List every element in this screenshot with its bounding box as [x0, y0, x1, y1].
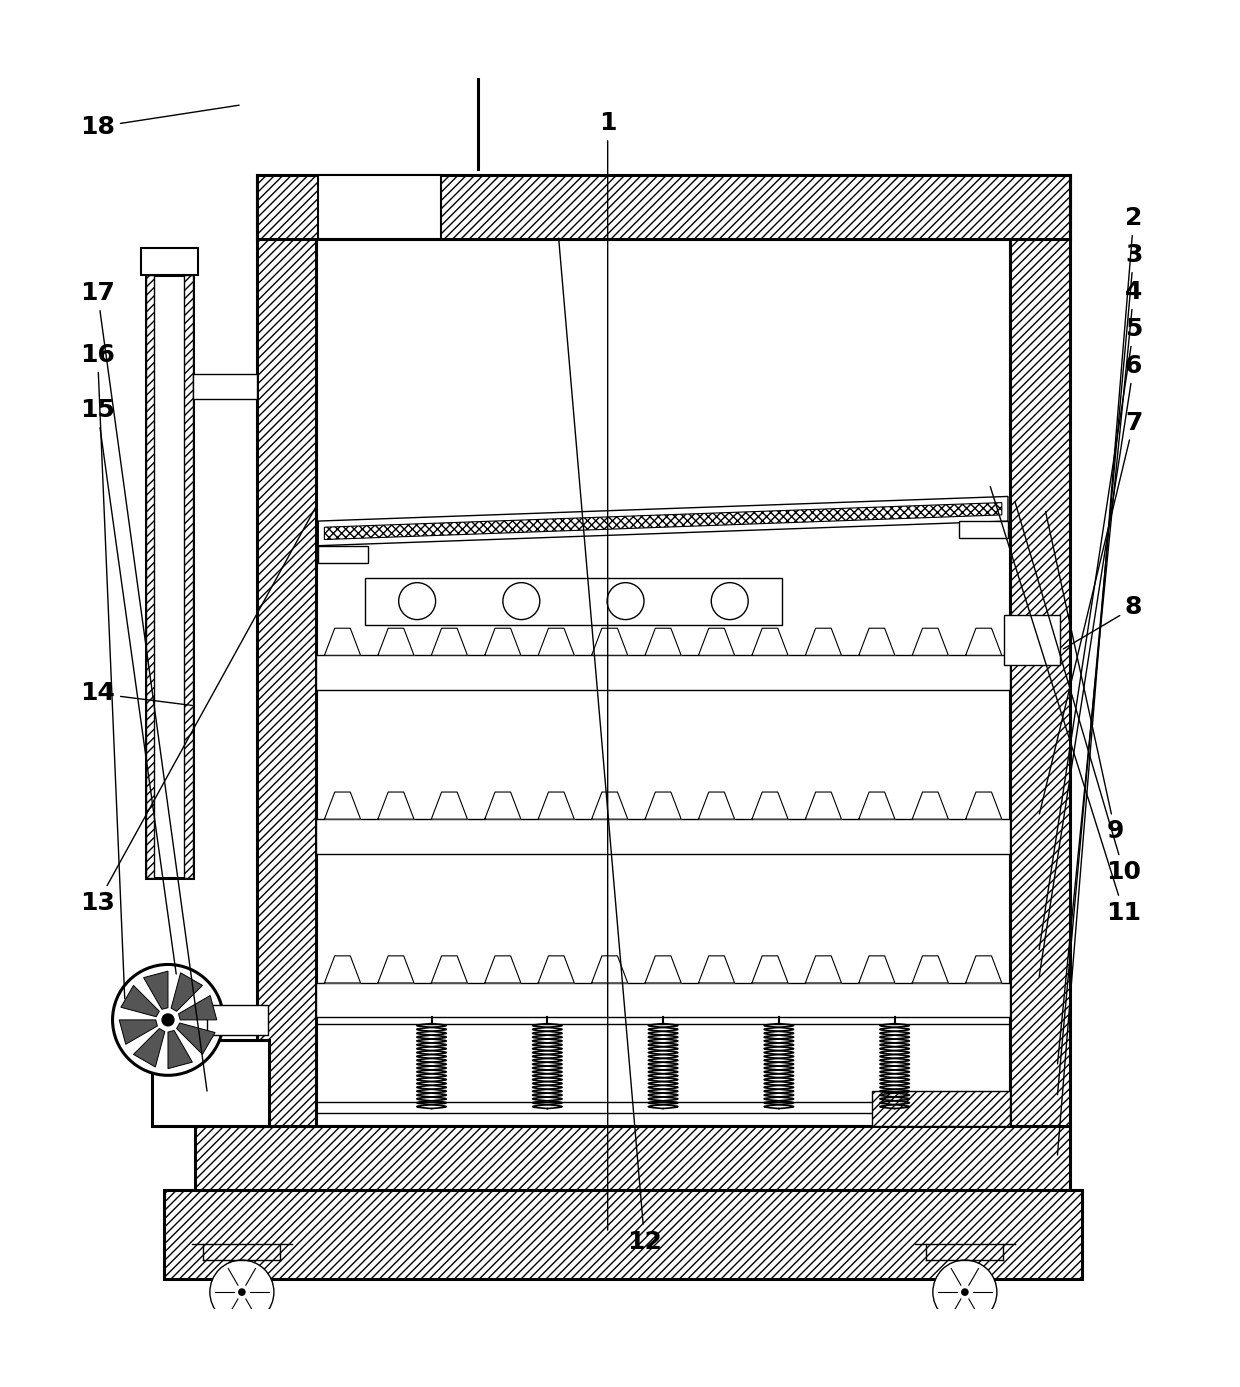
Polygon shape — [538, 956, 574, 983]
Bar — [959, 522, 1008, 538]
Polygon shape — [167, 1031, 192, 1068]
Text: 18: 18 — [81, 105, 239, 139]
Polygon shape — [120, 985, 160, 1017]
Text: 16: 16 — [81, 343, 125, 999]
Polygon shape — [645, 792, 681, 820]
Polygon shape — [859, 628, 895, 655]
Text: 9: 9 — [1045, 512, 1123, 843]
Polygon shape — [319, 497, 1008, 545]
Bar — [184, 275, 192, 878]
Bar — [141, 248, 197, 275]
Polygon shape — [538, 628, 574, 655]
Text: 2: 2 — [1058, 207, 1142, 1155]
Polygon shape — [913, 792, 949, 820]
Bar — [192, 374, 257, 399]
Text: 17: 17 — [81, 282, 207, 1092]
Polygon shape — [378, 628, 414, 655]
Text: 1: 1 — [599, 111, 616, 1230]
Polygon shape — [698, 956, 734, 983]
Polygon shape — [591, 792, 627, 820]
Bar — [164, 1190, 1081, 1279]
Polygon shape — [432, 792, 467, 820]
Polygon shape — [645, 956, 681, 983]
Circle shape — [161, 1014, 175, 1026]
Polygon shape — [751, 628, 789, 655]
Polygon shape — [698, 628, 734, 655]
Polygon shape — [913, 956, 949, 983]
Polygon shape — [805, 628, 842, 655]
Polygon shape — [325, 792, 361, 820]
Polygon shape — [119, 1019, 157, 1044]
Polygon shape — [966, 792, 1002, 820]
Polygon shape — [698, 792, 734, 820]
Polygon shape — [325, 956, 361, 983]
Circle shape — [961, 1289, 968, 1295]
Bar — [1011, 239, 1070, 1126]
Bar — [146, 275, 192, 878]
Polygon shape — [538, 792, 574, 820]
Text: 6: 6 — [1039, 354, 1142, 976]
Polygon shape — [378, 956, 414, 983]
Bar — [257, 175, 1070, 239]
Circle shape — [712, 583, 748, 620]
Polygon shape — [485, 956, 521, 983]
Polygon shape — [432, 628, 467, 655]
Polygon shape — [325, 628, 361, 655]
Text: 11: 11 — [991, 487, 1142, 925]
Text: 15: 15 — [81, 398, 176, 974]
Bar — [316, 820, 1011, 853]
Text: 14: 14 — [81, 681, 192, 706]
Polygon shape — [179, 996, 217, 1019]
Polygon shape — [144, 971, 167, 1010]
Polygon shape — [645, 628, 681, 655]
Polygon shape — [913, 628, 949, 655]
Circle shape — [210, 1259, 274, 1325]
Polygon shape — [805, 792, 842, 820]
Polygon shape — [176, 1024, 215, 1054]
Circle shape — [238, 1289, 246, 1295]
Bar — [207, 1006, 268, 1035]
Circle shape — [503, 583, 539, 620]
Text: 5: 5 — [1039, 316, 1142, 949]
Polygon shape — [859, 792, 895, 820]
Polygon shape — [485, 792, 521, 820]
Bar — [257, 239, 316, 1126]
Bar — [195, 1126, 1070, 1190]
Polygon shape — [966, 628, 1002, 655]
Polygon shape — [751, 792, 789, 820]
Text: 10: 10 — [1014, 502, 1142, 884]
Circle shape — [113, 964, 223, 1075]
Polygon shape — [859, 956, 895, 983]
Text: 13: 13 — [81, 505, 317, 915]
Polygon shape — [805, 956, 842, 983]
Text: 3: 3 — [1058, 243, 1142, 1094]
Bar — [146, 275, 155, 878]
Bar — [319, 175, 441, 239]
Bar — [153, 1040, 269, 1126]
Bar — [365, 578, 782, 624]
Polygon shape — [966, 956, 1002, 983]
Polygon shape — [591, 956, 627, 983]
Circle shape — [932, 1259, 997, 1325]
Text: 12: 12 — [559, 239, 662, 1254]
Polygon shape — [325, 502, 1002, 540]
Polygon shape — [485, 628, 521, 655]
Bar — [319, 545, 367, 563]
Text: 7: 7 — [1039, 411, 1142, 814]
Bar — [1004, 616, 1060, 664]
Circle shape — [608, 583, 644, 620]
Polygon shape — [591, 628, 627, 655]
Circle shape — [399, 583, 435, 620]
Polygon shape — [171, 972, 202, 1011]
Polygon shape — [432, 956, 467, 983]
Polygon shape — [378, 792, 414, 820]
Text: 8: 8 — [1064, 595, 1142, 649]
Polygon shape — [134, 1029, 165, 1067]
Text: 4: 4 — [1058, 280, 1142, 1064]
Bar — [316, 655, 1011, 689]
Bar — [872, 1092, 1011, 1126]
Polygon shape — [751, 956, 789, 983]
Bar — [316, 983, 1011, 1018]
Bar — [316, 239, 1011, 1126]
